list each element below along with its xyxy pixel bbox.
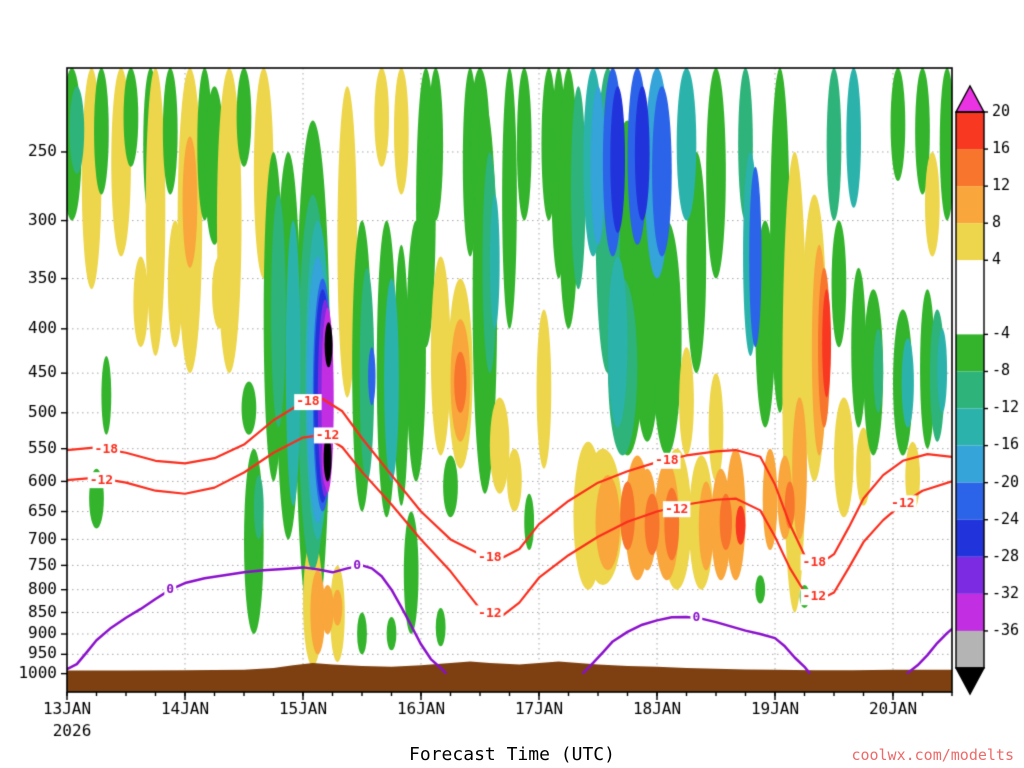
x-axis-label: Forecast Time (UTC)	[409, 744, 615, 765]
watermark-text: coolwx.com/modelts	[851, 746, 1014, 764]
